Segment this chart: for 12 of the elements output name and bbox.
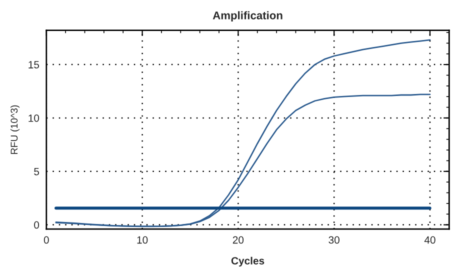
- chart-title: Amplification: [212, 11, 282, 22]
- y-tick-label: 10: [28, 114, 40, 122]
- x-tick-label: 30: [328, 236, 340, 244]
- y-tick-label: 0: [34, 221, 40, 229]
- x-axis-title: Cycles: [231, 256, 264, 267]
- x-tick-label: 20: [232, 236, 244, 244]
- y-axis-title: RFU (10^3): [10, 105, 20, 154]
- x-tick-label: 40: [424, 236, 436, 244]
- y-tick-label: 5: [34, 168, 40, 176]
- y-tick-label: 15: [28, 61, 40, 68]
- x-tick-label: 10: [137, 236, 148, 244]
- x-tick-label: 0: [44, 236, 49, 244]
